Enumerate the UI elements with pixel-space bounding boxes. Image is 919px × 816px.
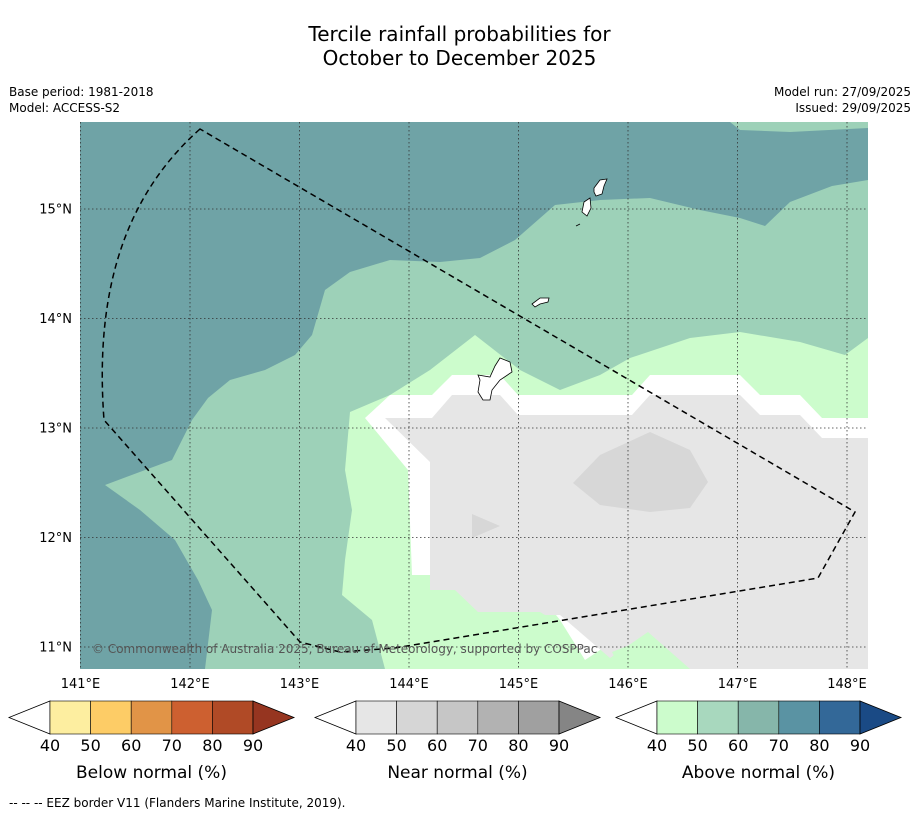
colorbar-tick: 50 [687, 736, 707, 755]
region-near-50-60 [573, 432, 708, 512]
colorbar-tick: 60 [427, 736, 447, 755]
colorbar-extend-high [558, 700, 602, 735]
colorbar-tick: 70 [769, 736, 789, 755]
colorbar-tick: 50 [80, 736, 100, 755]
island-rota [531, 297, 550, 308]
colorbar: 40 50 60 70 80 90 Near normal (%) [313, 700, 602, 783]
map-panel: © Commonwealth of Australia 2025, Bureau… [80, 122, 868, 669]
colorbar-cell [477, 700, 519, 735]
colorbar-tick: 40 [647, 736, 667, 755]
region-near-50-60-small [472, 514, 500, 538]
colorbar-cell [130, 700, 173, 735]
region-near-40-50 [385, 395, 868, 669]
gridlines [80, 122, 868, 669]
model-run: Model run: 27/09/2025 [773, 85, 911, 99]
lon-label: 146°E [608, 677, 648, 692]
lon-label: 145°E [499, 677, 539, 692]
lat-label: 14°N [39, 312, 72, 327]
colorbar-tick: 70 [162, 736, 182, 755]
colorbar-cell [90, 700, 132, 735]
colorbar-cell [171, 700, 213, 735]
colorbar-tick: 90 [850, 736, 870, 755]
colorbar-tick: 80 [202, 736, 222, 755]
island-guam [477, 357, 513, 401]
eez-border [101, 128, 857, 653]
colorbar-cell [819, 700, 861, 735]
colorbar-cell [396, 700, 438, 735]
colorbar-cell [212, 700, 254, 735]
island-tinian [581, 197, 592, 217]
colorbar-tick: 60 [728, 736, 748, 755]
lon-label: 148°E [827, 677, 867, 692]
island-aguijan [575, 223, 581, 227]
lat-label: 11°N [39, 641, 72, 656]
title-line-2: October to December 2025 [322, 46, 597, 70]
issued-date: Issued: 29/09/2025 [795, 101, 911, 115]
colorbars: 40 50 60 70 80 90 Below normal (%) 40 50 60 70 80 90… [7, 700, 903, 783]
lon-label: 141°E [61, 677, 101, 692]
lon-label: 147°E [718, 677, 758, 692]
lon-label: 144°E [389, 677, 429, 692]
colorbar-title: Below normal (%) [76, 763, 227, 783]
copyright-text: © Commonwealth of Australia 2025, Bureau… [92, 642, 597, 656]
colorbar-cell [436, 700, 479, 735]
colorbar-extend-low [614, 700, 658, 735]
meta-left: Base period: 1981-2018 Model: ACCESS-S2 [9, 84, 154, 116]
colorbar-extend-low [313, 700, 357, 735]
base-period: Base period: 1981-2018 [9, 85, 154, 99]
colorbar-tick: 70 [468, 736, 488, 755]
colorbar: 40 50 60 70 80 90 Below normal (%) [7, 700, 296, 783]
colorbar-cell [656, 700, 698, 735]
colorbar-tick: 90 [243, 736, 263, 755]
longitude-labels: 141°E 142°E 143°E 144°E 145°E 146°E 147°E 148°E [61, 677, 867, 692]
colorbar-cell [518, 700, 560, 735]
colorbar-tick: 40 [346, 736, 366, 755]
colorbar-tick: 50 [386, 736, 406, 755]
colorbar-cell [49, 700, 91, 735]
lon-label: 143°E [280, 677, 320, 692]
colorbar-title: Near normal (%) [387, 763, 527, 783]
colorbar-title: Above normal (%) [682, 763, 835, 783]
colorbar-cell [778, 700, 820, 735]
lat-label: 15°N [39, 203, 72, 218]
colorbar-cell [697, 700, 739, 735]
meta-right: Model run: 27/09/2025 Issued: 29/09/2025 [774, 84, 911, 116]
eez-footnote: -- -- -- EEZ border V11 (Flanders Marine… [9, 796, 346, 810]
region-above-50-60-top [730, 122, 868, 132]
colorbar-tick: 80 [809, 736, 829, 755]
colorbar-extend-high [252, 700, 296, 735]
latitude-labels: 15°N 14°N 13°N 12°N 11°N [39, 203, 72, 656]
colorbar-cell [737, 700, 780, 735]
lat-label: 13°N [39, 422, 72, 437]
colorbar: 40 50 60 70 80 90 Above normal (%) [614, 700, 903, 783]
lon-label: 142°E [170, 677, 210, 692]
colorbar-tick: 90 [549, 736, 569, 755]
region-above-40-50-pocket [612, 638, 672, 669]
colorbar-tick: 60 [121, 736, 141, 755]
colorbar-tick: 80 [508, 736, 528, 755]
colorbar-tick: 40 [40, 736, 60, 755]
colorbar-extend-low [7, 700, 51, 735]
colorbar-cell [355, 700, 397, 735]
islands [477, 178, 608, 401]
island-saipan [593, 178, 608, 197]
model-name: Model: ACCESS-S2 [9, 101, 121, 115]
chart-title: Tercile rainfall probabilities for Octob… [0, 22, 919, 70]
title-line-1: Tercile rainfall probabilities for [308, 22, 611, 46]
colorbar-extend-high [859, 700, 903, 735]
lat-label: 12°N [39, 531, 72, 546]
